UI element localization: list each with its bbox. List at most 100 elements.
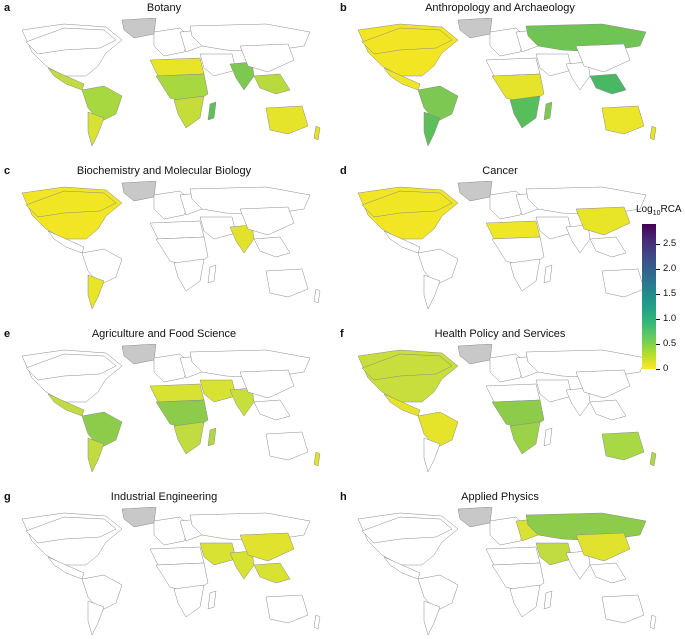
region-madagascar [543,427,553,447]
region-cn [239,206,295,236]
region-sa_n [417,574,459,612]
panel-letter: e [4,328,11,340]
region-af_s [509,95,541,129]
region-au [265,105,309,135]
region-madagascar [207,101,217,121]
region-au [601,105,645,135]
colorbar-tick [656,294,660,295]
region-ca [361,27,453,55]
region-sa_s [87,600,105,636]
region-af_n [149,57,205,77]
region-madagascar [207,590,217,610]
region-sea [253,399,291,421]
region-cn [575,369,631,399]
legend-title: Log10RCA [636,204,682,217]
region-me [199,53,237,77]
colorbar-tick [656,344,660,345]
region-nz [649,614,657,630]
region-af_s [173,584,205,618]
panel-letter: d [340,165,347,177]
region-sea [589,236,627,258]
region-me [535,542,573,566]
region-sea [589,73,627,95]
panel-f: f Health Policy and Services [340,328,660,478]
region-sa_n [417,248,459,286]
region-sa_n [81,248,123,286]
region-sa_s [423,274,441,310]
panel-title: Cancer [482,165,518,177]
panel-h: h Applied Physics [340,491,660,641]
region-ca [25,190,117,218]
region-cn [239,43,295,73]
region-af_s [173,95,205,129]
panel-a: a Botany [4,2,324,152]
panel-letter: c [4,165,11,177]
region-au [601,594,645,624]
region-ca [361,353,453,381]
region-sa_s [423,111,441,147]
panel-title: Anthropology and Archaeology [425,2,575,14]
panel-e: e Agriculture and Food Science [4,328,324,478]
region-me [199,542,237,566]
region-madagascar [207,264,217,284]
panel-title: Agriculture and Food Science [91,328,237,340]
region-af_s [509,584,541,618]
region-nz [313,125,321,141]
world-map [21,18,321,147]
region-au [265,431,309,461]
region-greenland [457,344,493,365]
region-au [601,268,645,298]
region-af_n [485,383,541,403]
region-cn [575,206,631,236]
panel-title: Industrial Engineering [110,491,218,503]
world-map [357,18,657,147]
colorbar-tick-label: 0 [663,363,669,374]
region-ca [361,516,453,544]
region-greenland [457,507,493,528]
region-af_s [509,258,541,292]
region-nz [313,288,321,304]
region-sea [253,73,291,95]
region-cn [575,532,631,562]
region-au [265,594,309,624]
region-me [535,379,573,403]
colorbar-tick-label: 0.5 [663,338,677,349]
region-af_n [485,57,541,77]
region-sea [253,236,291,258]
region-sa_n [417,411,459,449]
region-cn [575,43,631,73]
region-af_s [173,258,205,292]
region-sa_s [423,600,441,636]
world-map [357,507,657,636]
panel-letter: a [4,2,11,14]
colorbar-tick [656,319,660,320]
region-au [601,431,645,461]
colorbar-tick [656,369,660,370]
region-ca [361,190,453,218]
region-nz [313,614,321,630]
region-madagascar [543,264,553,284]
colorbar-tick [656,269,660,270]
region-nz [649,451,657,467]
panel-title: Biochemistry and Molecular Biology [76,165,252,177]
region-sa_s [87,111,105,147]
region-greenland [121,181,157,202]
colorbar-legend: Log10RCA 0 0.5 1.0 1.5 2.0 2.5 [636,204,685,374]
panel-b: b Anthropology and Archaeology [340,2,660,152]
region-af_n [485,220,541,240]
panel-letter: h [340,491,347,503]
region-af_n [149,220,205,240]
region-cn [239,369,295,399]
panel-letter: g [4,491,11,503]
panel-title: Botany [146,2,182,14]
region-sea [589,399,627,421]
region-greenland [457,181,493,202]
world-map [357,181,657,310]
region-af_n [149,546,205,566]
colorbar-tick-label: 1.0 [663,313,677,324]
region-greenland [457,18,493,39]
region-au [265,268,309,298]
region-af_s [173,421,205,455]
region-me [535,53,573,77]
panel-g: g Industrial Engineering [4,491,324,641]
